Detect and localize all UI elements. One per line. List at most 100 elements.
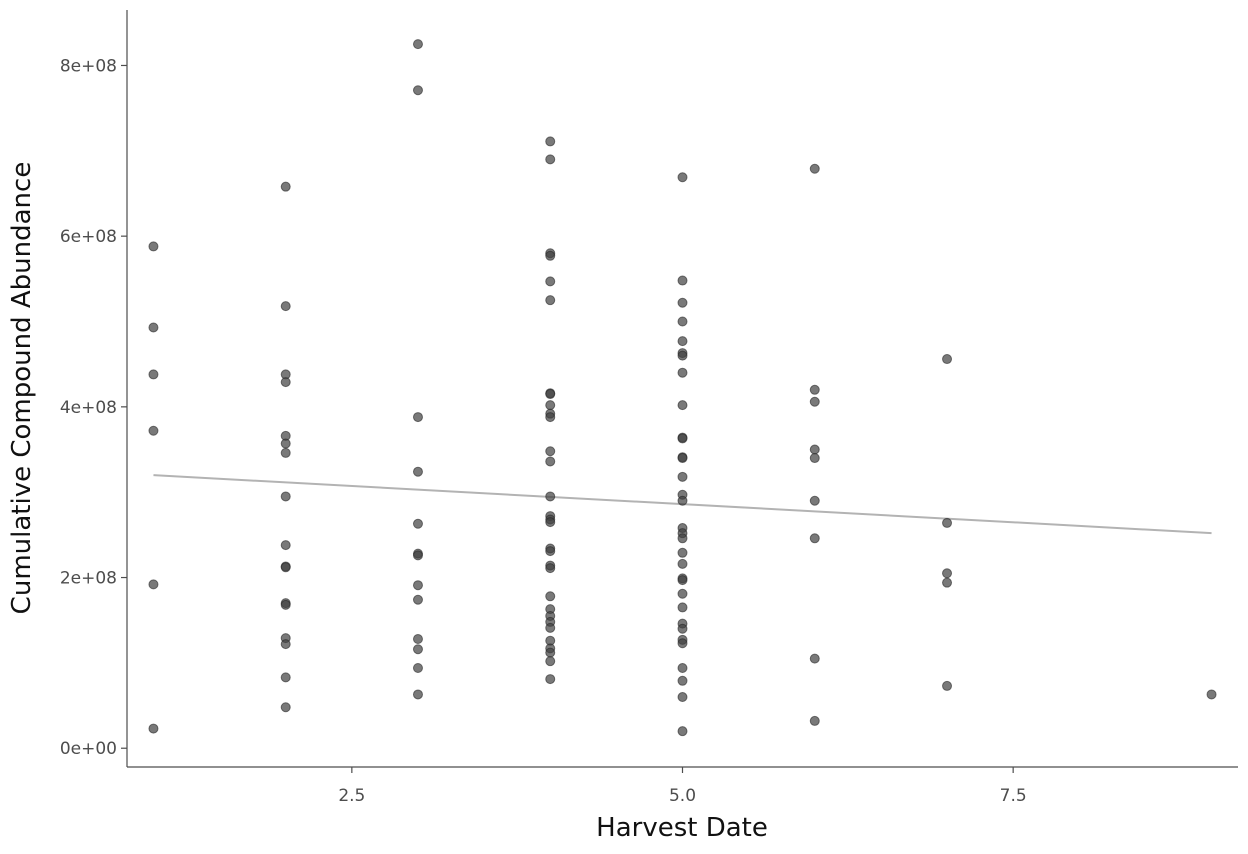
- y-tick-label: 4e+08: [60, 398, 117, 418]
- y-tick-label: 8e+08: [60, 56, 117, 76]
- data-point: [942, 680, 953, 691]
- data-point: [545, 295, 556, 306]
- data-point: [148, 579, 159, 590]
- data-point: [280, 540, 291, 551]
- data-point: [677, 433, 688, 444]
- data-points-layer: [148, 39, 1217, 737]
- data-point: [148, 369, 159, 380]
- data-point: [677, 336, 688, 347]
- data-point: [545, 563, 556, 574]
- data-point: [280, 562, 291, 573]
- data-point: [412, 85, 423, 96]
- data-point: [545, 456, 556, 467]
- data-point: [412, 594, 423, 605]
- data-point: [677, 575, 688, 586]
- data-point: [148, 241, 159, 252]
- data-point: [412, 466, 423, 477]
- data-point: [942, 354, 953, 365]
- data-point: [677, 547, 688, 558]
- data-point: [1206, 689, 1217, 700]
- data-point: [545, 412, 556, 423]
- data-point: [677, 367, 688, 378]
- data-point: [677, 495, 688, 506]
- data-point: [280, 181, 291, 192]
- data-point: [677, 638, 688, 649]
- y-tick-label: 2e+08: [60, 569, 117, 589]
- data-point: [545, 656, 556, 667]
- data-point: [545, 400, 556, 411]
- data-point: [545, 446, 556, 457]
- data-point: [677, 692, 688, 703]
- y-tick-label: 0e+00: [60, 739, 117, 759]
- data-point: [280, 639, 291, 650]
- data-point: [148, 425, 159, 436]
- data-point: [412, 689, 423, 700]
- data-point: [545, 276, 556, 287]
- data-point: [677, 316, 688, 327]
- data-point: [809, 495, 820, 506]
- data-point: [677, 453, 688, 464]
- x-tick-label: 7.5: [1000, 786, 1027, 806]
- data-point: [280, 599, 291, 610]
- data-point: [677, 350, 688, 361]
- data-point: [809, 163, 820, 174]
- data-point: [148, 723, 159, 734]
- data-point: [809, 653, 820, 664]
- data-point: [280, 672, 291, 683]
- data-point: [148, 322, 159, 333]
- data-point: [545, 389, 556, 400]
- data-point: [545, 674, 556, 685]
- data-point: [545, 517, 556, 528]
- data-point: [280, 702, 291, 713]
- data-point: [677, 471, 688, 482]
- data-point: [412, 412, 423, 423]
- x-axis-title: Harvest Date: [596, 813, 768, 843]
- data-point: [677, 297, 688, 308]
- data-point: [412, 550, 423, 561]
- data-point: [677, 275, 688, 286]
- data-point: [677, 602, 688, 613]
- data-point: [677, 675, 688, 686]
- x-ticks-layer: 2.5 5.0 7.5: [338, 767, 1027, 806]
- data-point: [412, 39, 423, 50]
- data-point: [545, 591, 556, 602]
- data-point: [280, 491, 291, 502]
- data-point: [677, 623, 688, 634]
- data-point: [677, 533, 688, 544]
- y-ticks-layer: 0e+00 2e+08 4e+08 6e+08 8e+08: [60, 56, 127, 759]
- data-point: [280, 301, 291, 312]
- data-point: [809, 396, 820, 407]
- data-point: [809, 384, 820, 395]
- data-point: [677, 172, 688, 183]
- data-point: [280, 377, 291, 388]
- data-point: [677, 663, 688, 674]
- data-point: [545, 154, 556, 165]
- data-point: [809, 715, 820, 726]
- data-point: [809, 444, 820, 455]
- data-point: [545, 546, 556, 557]
- data-point: [942, 568, 953, 579]
- data-point: [412, 580, 423, 591]
- data-point: [677, 400, 688, 411]
- data-point: [809, 453, 820, 464]
- data-point: [677, 588, 688, 599]
- data-point: [545, 647, 556, 658]
- data-point: [545, 622, 556, 633]
- data-point: [545, 250, 556, 261]
- data-point: [280, 447, 291, 458]
- axes-layer: [126, 10, 1238, 768]
- x-tick-label: 2.5: [338, 786, 365, 806]
- data-point: [809, 533, 820, 544]
- data-point: [545, 136, 556, 147]
- data-point: [942, 577, 953, 588]
- data-point: [412, 663, 423, 674]
- data-point: [412, 633, 423, 644]
- y-axis-title: Cumulative Compound Abundance: [7, 162, 37, 615]
- y-tick-label: 6e+08: [60, 227, 117, 247]
- data-point: [942, 517, 953, 528]
- data-point: [280, 438, 291, 449]
- data-point: [412, 644, 423, 655]
- x-tick-label: 5.0: [669, 786, 696, 806]
- data-point: [545, 491, 556, 502]
